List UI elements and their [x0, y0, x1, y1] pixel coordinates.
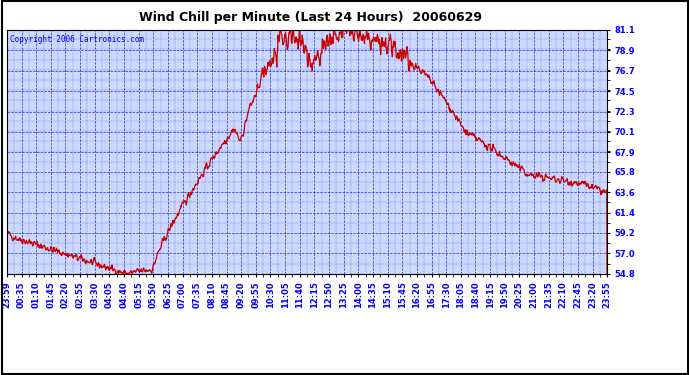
Text: Copyright 2006 Cartronics.com: Copyright 2006 Cartronics.com: [10, 35, 144, 44]
Text: Wind Chill per Minute (Last 24 Hours)  20060629: Wind Chill per Minute (Last 24 Hours) 20…: [139, 11, 482, 24]
